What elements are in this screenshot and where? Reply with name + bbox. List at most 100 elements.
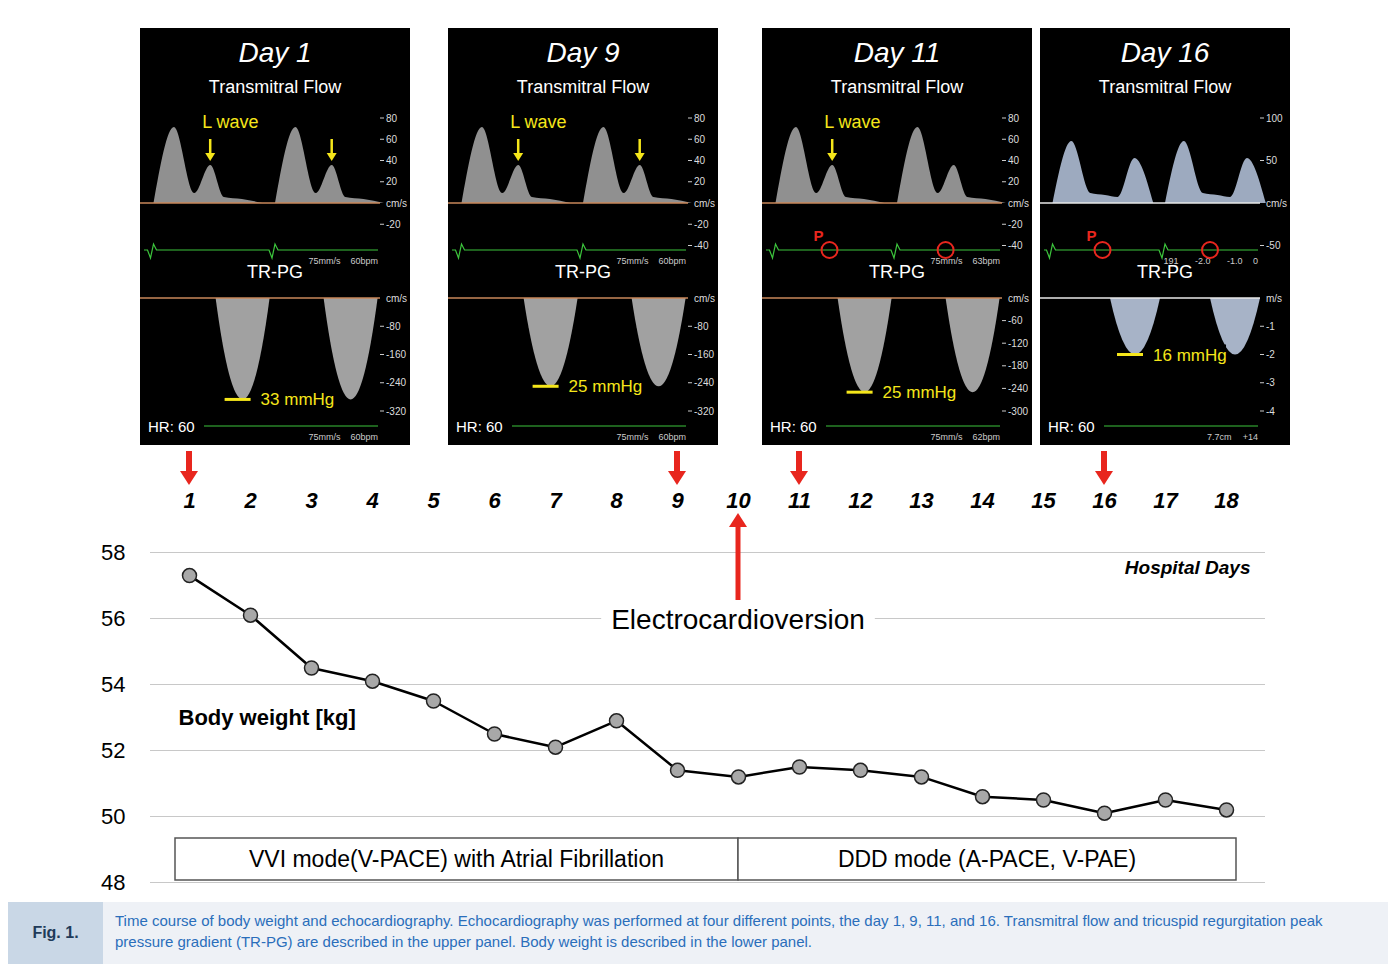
svg-text:-40: -40 <box>694 240 709 251</box>
svg-text:Day 16: Day 16 <box>1121 37 1210 68</box>
svg-text:60bpm: 60bpm <box>350 432 378 442</box>
svg-text:60: 60 <box>1008 134 1020 145</box>
svg-text:7: 7 <box>549 488 563 513</box>
svg-text:P: P <box>814 227 824 244</box>
svg-text:cm/s: cm/s <box>386 198 407 209</box>
svg-text:3: 3 <box>305 488 317 513</box>
svg-text:12: 12 <box>848 488 873 513</box>
svg-text:15: 15 <box>1031 488 1056 513</box>
svg-text:54: 54 <box>101 672 125 697</box>
svg-text:-20: -20 <box>386 219 401 230</box>
svg-text:L wave: L wave <box>824 112 880 132</box>
svg-text:80: 80 <box>386 113 398 124</box>
svg-text:-240: -240 <box>1008 383 1028 394</box>
svg-text:VVI mode(V-PACE) with Atrial F: VVI mode(V-PACE) with Atrial Fibrillatio… <box>249 846 664 872</box>
svg-text:-80: -80 <box>386 321 401 332</box>
svg-text:5: 5 <box>427 488 440 513</box>
svg-text:-180: -180 <box>1008 360 1028 371</box>
svg-text:25 mmHg: 25 mmHg <box>883 383 957 402</box>
svg-text:cm/s: cm/s <box>1266 198 1287 209</box>
svg-text:10: 10 <box>726 488 751 513</box>
svg-text:L wave: L wave <box>510 112 566 132</box>
svg-text:-240: -240 <box>694 377 714 388</box>
svg-text:-320: -320 <box>694 406 714 417</box>
svg-text:TR-PG: TR-PG <box>869 262 925 282</box>
svg-text:-320: -320 <box>386 406 406 417</box>
svg-text:16 mmHg: 16 mmHg <box>1153 346 1227 365</box>
svg-text:13: 13 <box>909 488 933 513</box>
svg-text:40: 40 <box>1008 155 1020 166</box>
svg-text:Transmitral Flow: Transmitral Flow <box>209 77 342 97</box>
svg-text:-2: -2 <box>1266 349 1275 360</box>
svg-text:Day 1: Day 1 <box>238 37 311 68</box>
svg-text:4: 4 <box>365 488 378 513</box>
svg-text:-1.0: -1.0 <box>1227 256 1243 266</box>
svg-text:cm/s: cm/s <box>1008 198 1029 209</box>
svg-text:1: 1 <box>183 488 195 513</box>
svg-text:58: 58 <box>101 540 125 565</box>
svg-text:16: 16 <box>1092 488 1117 513</box>
svg-text:60bpm: 60bpm <box>658 256 686 266</box>
svg-text:18: 18 <box>1214 488 1239 513</box>
svg-text:0: 0 <box>1253 256 1258 266</box>
svg-text:75mm/s: 75mm/s <box>616 256 649 266</box>
svg-text:DDD mode (A-PACE, V-PAE): DDD mode (A-PACE, V-PAE) <box>838 846 1136 872</box>
svg-text:Day 9: Day 9 <box>546 37 619 68</box>
svg-text:60bpm: 60bpm <box>350 256 378 266</box>
svg-text:TR-PG: TR-PG <box>1137 262 1193 282</box>
svg-text:-60: -60 <box>1008 315 1023 326</box>
svg-text:-120: -120 <box>1008 338 1028 349</box>
svg-text:75mm/s: 75mm/s <box>930 432 963 442</box>
svg-text:75mm/s: 75mm/s <box>308 432 341 442</box>
svg-text:HR: 60: HR: 60 <box>456 418 503 435</box>
svg-text:Day 11: Day 11 <box>854 37 941 68</box>
svg-text:-300: -300 <box>1008 406 1028 417</box>
svg-text:cm/s: cm/s <box>694 198 715 209</box>
svg-text:9: 9 <box>671 488 684 513</box>
svg-text:-20: -20 <box>694 219 709 230</box>
svg-text:48: 48 <box>101 870 125 895</box>
svg-text:63bpm: 63bpm <box>972 256 1000 266</box>
svg-text:100: 100 <box>1266 113 1283 124</box>
svg-text:50: 50 <box>1266 155 1278 166</box>
svg-text:17: 17 <box>1153 488 1179 513</box>
svg-text:14: 14 <box>970 488 994 513</box>
svg-text:50: 50 <box>101 804 125 829</box>
svg-text:-1: -1 <box>1266 321 1275 332</box>
svg-text:-160: -160 <box>386 349 406 360</box>
svg-text:60bpm: 60bpm <box>658 432 686 442</box>
svg-text:m/s: m/s <box>1266 293 1282 304</box>
svg-text:40: 40 <box>386 155 398 166</box>
svg-text:Body weight [kg]: Body weight [kg] <box>179 705 356 730</box>
svg-text:-160: -160 <box>694 349 714 360</box>
svg-text:60: 60 <box>694 134 706 145</box>
svg-text:56: 56 <box>101 606 125 631</box>
svg-text:75mm/s: 75mm/s <box>308 256 341 266</box>
svg-text:20: 20 <box>1008 176 1020 187</box>
svg-text:TR-PG: TR-PG <box>555 262 611 282</box>
svg-text:HR: 60: HR: 60 <box>1048 418 1095 435</box>
svg-text:Transmitral Flow: Transmitral Flow <box>517 77 650 97</box>
svg-text:cm/s: cm/s <box>694 293 715 304</box>
svg-text:cm/s: cm/s <box>386 293 407 304</box>
svg-text:HR: 60: HR: 60 <box>148 418 195 435</box>
svg-text:-240: -240 <box>386 377 406 388</box>
svg-text:HR: 60: HR: 60 <box>770 418 817 435</box>
svg-text:Hospital Days: Hospital Days <box>1125 557 1251 578</box>
svg-text:Electrocardioversion: Electrocardioversion <box>611 604 865 635</box>
svg-text:+14: +14 <box>1243 432 1258 442</box>
svg-text:80: 80 <box>694 113 706 124</box>
svg-text:20: 20 <box>386 176 398 187</box>
svg-text:8: 8 <box>610 488 623 513</box>
svg-text:25 mmHg: 25 mmHg <box>569 377 643 396</box>
svg-text:Transmitral Flow: Transmitral Flow <box>1099 77 1232 97</box>
svg-text:80: 80 <box>1008 113 1020 124</box>
svg-text:P: P <box>1087 227 1097 244</box>
svg-text:11: 11 <box>788 488 811 513</box>
svg-text:33 mmHg: 33 mmHg <box>261 390 335 409</box>
svg-text:-80: -80 <box>694 321 709 332</box>
svg-text:-4: -4 <box>1266 406 1275 417</box>
svg-text:75mm/s: 75mm/s <box>616 432 649 442</box>
svg-text:60: 60 <box>386 134 398 145</box>
svg-text:-20: -20 <box>1008 219 1023 230</box>
